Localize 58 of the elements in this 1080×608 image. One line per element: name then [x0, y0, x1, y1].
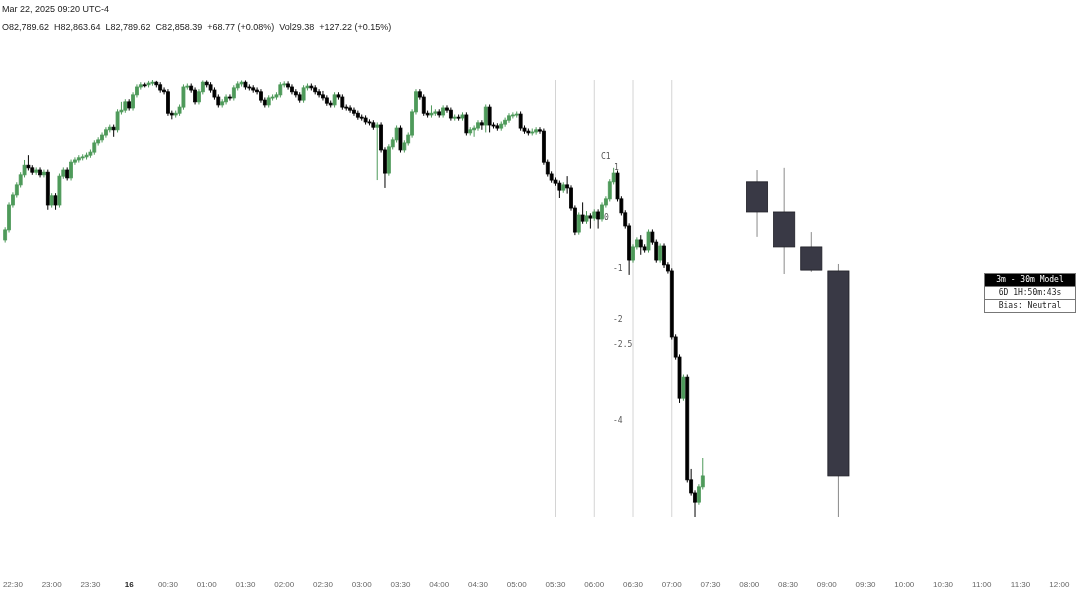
- x-tick-label: 23:00: [41, 580, 63, 589]
- candlestick: [658, 242, 663, 264]
- annotation: 6D 1H:50m:43s: [984, 286, 1076, 300]
- x-tick-label: 09:00: [816, 580, 838, 589]
- x-tick-label: 04:30: [467, 580, 489, 589]
- candlestick: [352, 107, 356, 117]
- x-tick-label: 03:30: [390, 580, 412, 589]
- x-tick-label: 11:00: [972, 580, 993, 589]
- x-tick-label: 05:00: [506, 580, 528, 589]
- x-tick-label: 09:30: [855, 580, 877, 589]
- x-tick-label: 08:00: [739, 580, 760, 589]
- text: O82,789.62 H82,863.64 L82,789.62 C82,858.39 +68.77 (+0.08%) Vol29.38 +127.22 (+0.15%): [2, 22, 392, 32]
- x-tick-label: 10:30: [933, 580, 954, 589]
- x-tick-label: 04:00: [429, 580, 450, 589]
- candlestick: [69, 159, 73, 182]
- annotation: -2.5: [613, 340, 633, 350]
- x-tick-label: 10:00: [894, 580, 915, 589]
- x-tick-label: 08:30: [778, 580, 799, 589]
- x-tick-label: 02:30: [312, 580, 334, 589]
- candlestick: [42, 169, 46, 178]
- annotation: -2: [613, 315, 623, 325]
- candlestick: [166, 88, 170, 117]
- annotation: 1: [614, 163, 619, 173]
- x-tick-label: 23:30: [80, 580, 101, 589]
- candlestick: [534, 126, 539, 136]
- annotation: -1: [613, 264, 623, 274]
- annotation: 0: [604, 213, 609, 223]
- candlestick: [228, 93, 232, 102]
- candlestick: [510, 111, 515, 119]
- x-tick-label: 16: [124, 580, 135, 589]
- x-tick-label: 22:30: [2, 580, 24, 589]
- candlestick: [348, 104, 353, 114]
- x-tick-label: 07:00: [661, 580, 683, 589]
- x-tick-label: 02:00: [274, 580, 295, 589]
- candlestick: [321, 90, 325, 102]
- x-tick-label: 11:30: [1010, 580, 1031, 589]
- candlestick: [596, 208, 601, 230]
- x-tick-label: 07:30: [700, 580, 722, 589]
- x-tick-label: 00:30: [157, 580, 179, 589]
- x-tick-label: 01:30: [235, 580, 257, 589]
- x-tick-label: 03:00: [351, 580, 373, 589]
- candlestick: [800, 231, 823, 273]
- x-tick-label: 05:30: [545, 580, 567, 589]
- info-panel: 3m - 30m Model 6D 1H:50m:43s Bias: Neutral: [984, 274, 1076, 313]
- text: Mar 22, 2025 09:20 UTC-4: [2, 4, 110, 14]
- candlestick: [421, 93, 426, 117]
- candlestick: [286, 80, 290, 91]
- annotation: -4: [613, 416, 623, 426]
- annotation: C1: [601, 152, 611, 162]
- x-tick-label: 01:00: [196, 580, 218, 589]
- candlestick: [681, 374, 686, 402]
- candlestick: [576, 211, 581, 236]
- x-tick-label: 12:00: [1049, 580, 1070, 589]
- x-tick-label: 06:30: [623, 580, 644, 589]
- x-tick-label: 06:00: [584, 580, 605, 589]
- annotation: 3m - 30m Model: [984, 273, 1076, 287]
- annotation: Bias: Neutral: [984, 299, 1076, 313]
- candlestick: [472, 124, 477, 138]
